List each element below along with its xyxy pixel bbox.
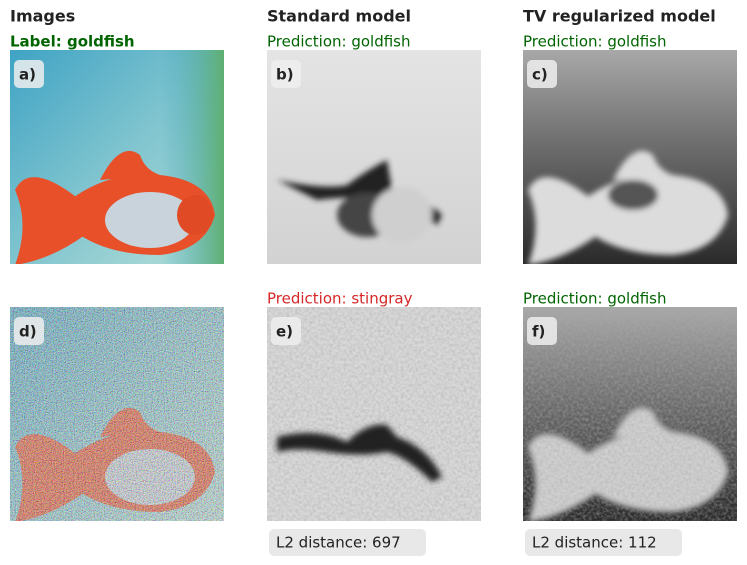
panel-letter: b): [271, 60, 301, 88]
image: [267, 307, 481, 521]
panel-letter: f): [527, 317, 557, 345]
distance: L2 distance: 112: [532, 534, 657, 552]
letter-text: d): [19, 323, 37, 341]
image: [10, 50, 224, 264]
panel-letter: e): [271, 317, 301, 345]
distance: L2 distance: 697: [276, 534, 401, 552]
panel-letter: c): [527, 60, 557, 88]
letter-text: b): [276, 66, 294, 84]
prediction: Prediction: goldfish: [523, 290, 667, 308]
letter-text: e): [276, 323, 293, 341]
letter-text: a): [19, 66, 36, 84]
image: [523, 50, 737, 264]
image: [523, 307, 737, 521]
distance-box: L2 distance: 697: [269, 529, 426, 556]
panel-letter: a): [14, 60, 44, 88]
image: [10, 307, 224, 521]
letter-text: c): [532, 66, 548, 84]
column-title: Standard model: [267, 7, 411, 26]
image: [267, 50, 481, 264]
letter-text: f): [532, 323, 545, 341]
panel-letter: d): [14, 317, 44, 345]
prediction: Prediction: goldfish: [523, 33, 667, 51]
distance-box: L2 distance: 112: [525, 529, 682, 556]
label: Label: goldfish: [10, 33, 135, 51]
prediction: Prediction: goldfish: [267, 33, 411, 51]
prediction: Prediction: stingray: [267, 290, 413, 308]
column-title: Images: [10, 7, 75, 26]
column-title: TV regularized model: [523, 7, 716, 26]
